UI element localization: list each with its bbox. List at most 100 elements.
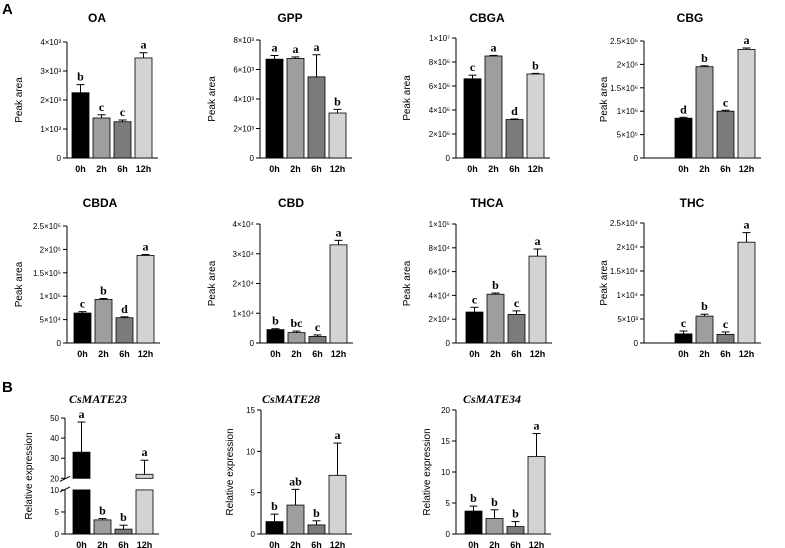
y-tick-label: 0 — [57, 154, 62, 163]
y-tick-label: 20 — [441, 406, 450, 415]
y-tick-label: 1.5×10⁶ — [610, 84, 638, 93]
bar — [265, 521, 284, 535]
y-tick-label: 5 — [251, 489, 256, 498]
y-tick-label: 2×10⁴ — [617, 243, 639, 252]
bar — [485, 518, 504, 535]
x-tick-label: 2h — [488, 164, 499, 174]
bar — [135, 473, 154, 479]
y-tick-label: 5 — [55, 508, 60, 517]
y-tick-label: 4×10⁴ — [429, 291, 451, 300]
bar — [307, 524, 326, 535]
y-tick-label: 0 — [634, 154, 639, 163]
x-tick-label: 6h — [311, 540, 322, 548]
bar — [328, 474, 347, 535]
y-tick-label: 2.5×10⁶ — [610, 37, 638, 46]
bar — [464, 510, 483, 535]
y-tick-label: 4×10⁶ — [429, 106, 450, 115]
x-tick-label: 12h — [739, 349, 755, 359]
significance-letter: a — [744, 33, 750, 47]
chart-cbga: CBGA Peak area 0 2×10⁶ 4×10⁶ 6×10⁶ 8×10⁶ 1×10⁷ c… — [402, 11, 550, 174]
x-tick-label: 12h — [138, 349, 154, 359]
significance-letter: a — [272, 40, 278, 54]
x-tick-label: 0h — [75, 164, 86, 174]
y-tick-label: 0 — [446, 154, 451, 163]
y-tick-label: 10 — [441, 468, 450, 477]
x-tick-label: 2h — [291, 349, 302, 359]
significance-letter: c — [681, 316, 687, 330]
significance-letter: b — [120, 510, 127, 524]
x-tick-label: 2h — [96, 164, 107, 174]
chart-thca: THCA Peak area 0 2×10⁴ 4×10⁴ 6×10⁴ 8×10⁴ 1×10⁵ c… — [402, 196, 552, 359]
y-tick-label: 2.5×10⁵ — [33, 222, 61, 231]
chart-title: CBGA — [469, 11, 505, 25]
significance-letter: c — [99, 100, 105, 114]
significance-letter: a — [336, 225, 342, 239]
bar — [505, 119, 524, 159]
y-tick-label: 15 — [246, 406, 255, 415]
y-tick-label: 30 — [50, 454, 59, 463]
chart-title: CBDA — [83, 196, 118, 210]
y-tick-label: 6×10⁶ — [429, 82, 450, 91]
y-tick-label: 1×10⁷ — [429, 34, 450, 43]
significance-letter: b — [100, 284, 107, 298]
bar — [265, 58, 284, 159]
significance-letter: a — [142, 445, 148, 459]
x-tick-label: 6h — [118, 540, 129, 548]
y-tick-label: 8×10⁶ — [429, 58, 450, 67]
bar — [695, 315, 714, 344]
x-tick-label: 2h — [97, 540, 108, 548]
y-tick-label: 1×10³ — [40, 125, 61, 134]
significance-letter: b — [77, 70, 84, 84]
x-tick-label: 6h — [720, 349, 731, 359]
significance-letter: b — [492, 278, 499, 292]
y-tick-label: 15 — [441, 437, 450, 446]
y-tick-label: 2.5×10⁴ — [610, 219, 639, 228]
y-axis-label: Relative expression — [422, 428, 433, 515]
y-tick-label: 5 — [446, 499, 451, 508]
x-tick-label: 2h — [290, 164, 301, 174]
y-tick-label: 2×10³ — [233, 125, 254, 134]
y-tick-label: 1.5×10⁵ — [33, 269, 61, 278]
bar — [286, 504, 305, 535]
y-axis-label: Peak area — [14, 77, 25, 123]
significance-letter: a — [143, 240, 149, 254]
bar — [674, 333, 693, 344]
significance-letter: a — [335, 428, 341, 442]
y-tick-label: 5×10⁴ — [40, 316, 62, 325]
x-tick-label: 6h — [720, 164, 731, 174]
bar — [307, 76, 326, 159]
x-tick-label: 0h — [76, 540, 87, 548]
chart-cbd: CBD Peak area 0 1×10⁴ 2×10⁴ 3×10⁴ 4×10⁴ b 0h bc 2h… — [207, 196, 353, 359]
bar — [465, 311, 484, 344]
significance-letter: a — [293, 42, 299, 56]
significance-letter: b — [99, 504, 106, 518]
chart-title: THC — [680, 196, 705, 210]
y-axis-label: Peak area — [599, 260, 610, 306]
panel-label-a: A — [2, 1, 13, 18]
significance-letter: b — [532, 58, 539, 72]
y-tick-label: 1×10⁶ — [617, 107, 638, 116]
bar — [308, 336, 327, 344]
bar — [72, 489, 91, 535]
x-tick-label: 0h — [467, 164, 478, 174]
y-tick-label: 50 — [50, 414, 59, 423]
chart-title: OA — [88, 11, 106, 25]
significance-letter: b — [272, 314, 279, 328]
y-tick-label: 0 — [634, 339, 639, 348]
significance-letter: a — [491, 40, 497, 54]
bar — [484, 55, 503, 159]
significance-letter: b — [491, 495, 498, 509]
x-tick-label: 6h — [509, 164, 520, 174]
bar — [115, 317, 134, 344]
bar — [695, 66, 714, 159]
x-tick-label: 2h — [699, 349, 710, 359]
y-tick-label: 6×10⁴ — [429, 268, 451, 277]
significance-letter: bc — [291, 316, 304, 330]
x-tick-label: 12h — [530, 349, 546, 359]
y-axis-label: Peak area — [402, 260, 413, 306]
significance-letter: ab — [289, 474, 302, 488]
chart-cbg: CBG Peak area 0 5×10⁵ 1×10⁶ 1.5×10⁶ 2×10⁶ 2.5×1… — [599, 11, 761, 174]
significance-letter: b — [512, 507, 519, 521]
y-tick-label: 4×10⁴ — [233, 220, 255, 229]
